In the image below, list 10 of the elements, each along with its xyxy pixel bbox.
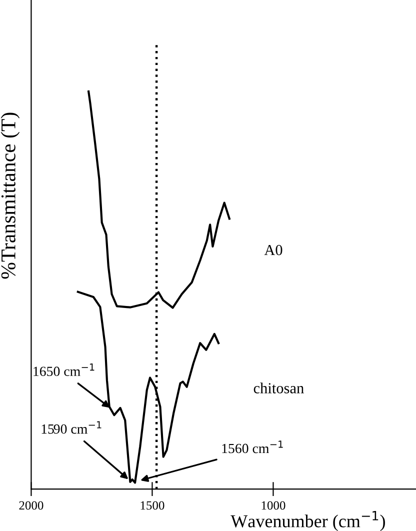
text: chitosan [254,382,304,394]
annotation: 1650 cm$^{−1}$ [34,364,94,376]
y-axis-title: %Transmittance (T) [0,112,20,279]
text: A0 [264,244,282,256]
annotation: 1560 cm$^{−1}$ [222,440,283,454]
x-axis-title: Wavenumber (cm$^{−1}$) [230,511,385,531]
annotation: 1590 cm$^{−1}$ [42,421,102,434]
x-tick-label: 2000 [19,501,44,510]
x-tick-label: 1500 [140,501,164,510]
x-tick-label: 1000 [262,501,286,510]
